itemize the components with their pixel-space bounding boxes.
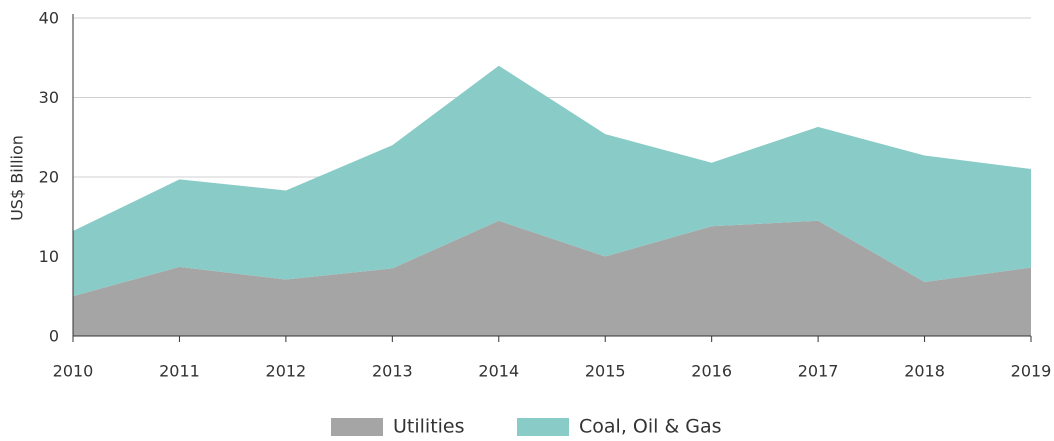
legend-label: Coal, Oil & Gas: [579, 416, 722, 438]
y-tick-label: 20: [39, 168, 59, 187]
legend-swatch: [331, 418, 383, 436]
y-tick-label: 0: [49, 327, 59, 346]
x-tick-label: 2011: [159, 362, 200, 381]
x-tick-label: 2018: [904, 362, 945, 381]
x-tick-label: 2017: [798, 362, 839, 381]
area: [73, 220, 1031, 336]
legend-swatch: [517, 418, 569, 436]
x-tick-label: 2015: [585, 362, 626, 381]
x-tick-label: 2012: [266, 362, 307, 381]
x-tick-label: 2010: [53, 362, 94, 381]
y-axis-label: US$ Billion: [8, 135, 27, 221]
y-tick-label: 10: [39, 247, 59, 266]
x-tick-label: 2016: [691, 362, 732, 381]
y-tick-label: 30: [39, 88, 59, 107]
legend-label: Utilities: [393, 416, 465, 438]
area: [73, 65, 1031, 297]
x-tick-label: 2014: [478, 362, 519, 381]
x-tick-label: 2013: [372, 362, 413, 381]
x-tick-label: 2019: [1011, 362, 1052, 381]
y-tick-label: 40: [39, 9, 59, 28]
